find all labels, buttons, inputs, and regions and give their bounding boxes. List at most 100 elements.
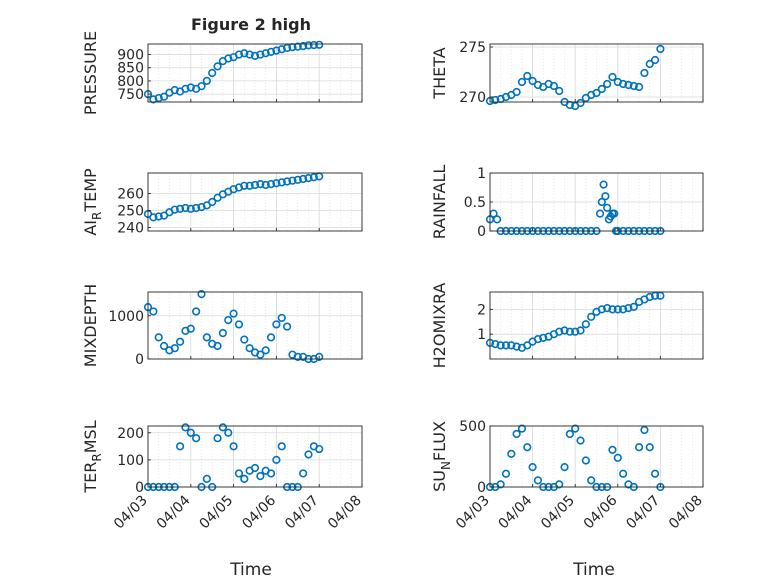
data-point [149,213,158,222]
data-point [587,476,596,485]
data-point [501,469,511,478]
data-point [277,442,286,451]
data-point [213,434,222,443]
data-point [592,88,601,98]
data-point [224,428,233,437]
data-point [315,40,324,49]
data-point [650,55,660,65]
data-point [595,209,605,218]
data-point [149,307,158,316]
y-tick-label: 0.5 [464,195,486,211]
data-point [202,333,211,342]
data-point [234,50,244,59]
data-point [192,434,201,443]
data-point [493,215,502,224]
panel-rainfall: 0 0.5 1 RAINFALL [430,165,704,240]
data-point [565,429,574,439]
data-point [560,326,569,335]
data-point [202,474,211,483]
data-point [645,292,654,302]
data-point [650,469,660,478]
axes-box [489,425,704,488]
x-tick-label: 04/03 [453,493,493,533]
data-point [170,205,179,214]
y-tick-label: 2 [477,302,486,318]
data-point [218,328,227,338]
data-point [261,180,270,190]
data-point [496,341,505,350]
data-point [512,342,521,351]
data-point [597,84,606,94]
y-tick-label: 900 [117,48,144,64]
x-tick-label: 04/08 [666,493,706,533]
x-axis-label-right: Time [572,560,615,580]
x-tick-label: 04/07 [623,493,663,533]
y-tick-label: 100 [117,453,144,469]
y-tick-label: 1 [477,327,486,343]
data-point [571,327,580,336]
y-tick-label: 500 [459,419,486,435]
data-point [159,92,169,101]
data-point [576,326,585,335]
data-point [176,442,185,451]
data-point [272,320,281,329]
data-point [601,192,610,201]
x-tick-label: 04/05 [538,493,578,533]
data-point [197,290,206,299]
data-point [272,455,281,464]
data-point [629,302,638,311]
data-point [154,333,163,342]
axes-box [489,291,704,360]
y-tick-label: 275 [459,40,486,56]
data-point [250,463,260,473]
data-point [149,95,158,104]
y-tick-label: 800 [117,74,144,90]
data-point [293,352,302,361]
data-point [610,209,619,218]
data-point [507,341,516,350]
data-point [603,79,612,89]
data-point [555,327,564,336]
data-point [640,68,649,78]
y-axis-label: H2OMIXRA [430,283,449,369]
data-point [261,346,270,355]
data-point [523,341,532,350]
data-point [608,445,617,454]
data-point [309,173,318,182]
data-point [283,43,292,53]
data-point [528,76,537,86]
y-axis-label: RAINFALL [430,165,449,240]
data-point [224,54,233,63]
data-point [208,68,217,78]
data-point [491,95,500,105]
data-point [501,341,511,350]
x-tick-label: 04/03 [111,493,151,533]
data-point [272,46,281,55]
figure-title: Figure 2 high [191,15,311,34]
data-point [240,181,249,190]
data-point [245,344,254,353]
data-point [176,337,185,346]
y-tick-label: 750 [117,87,144,103]
panel-theta: 270 275 THETA [430,40,704,111]
y-tick-label: 260 [117,186,144,202]
data-point [186,83,195,92]
data-point [619,305,628,314]
data-point [315,352,324,361]
data-point [555,480,564,489]
data-point [603,203,612,212]
data-point [656,44,665,54]
x-tick-label: 04/07 [282,493,322,533]
data-point [634,443,644,452]
data-point [154,212,163,221]
y-tick-label: 1 [477,166,486,182]
data-point [624,304,633,313]
data-point [266,333,276,342]
data-point [293,42,302,51]
data-point [634,82,644,92]
data-point [555,86,564,96]
data-point [234,469,244,478]
data-point [288,176,297,185]
y-axis-label: PRESSURE [81,31,100,115]
data-point [597,305,606,314]
